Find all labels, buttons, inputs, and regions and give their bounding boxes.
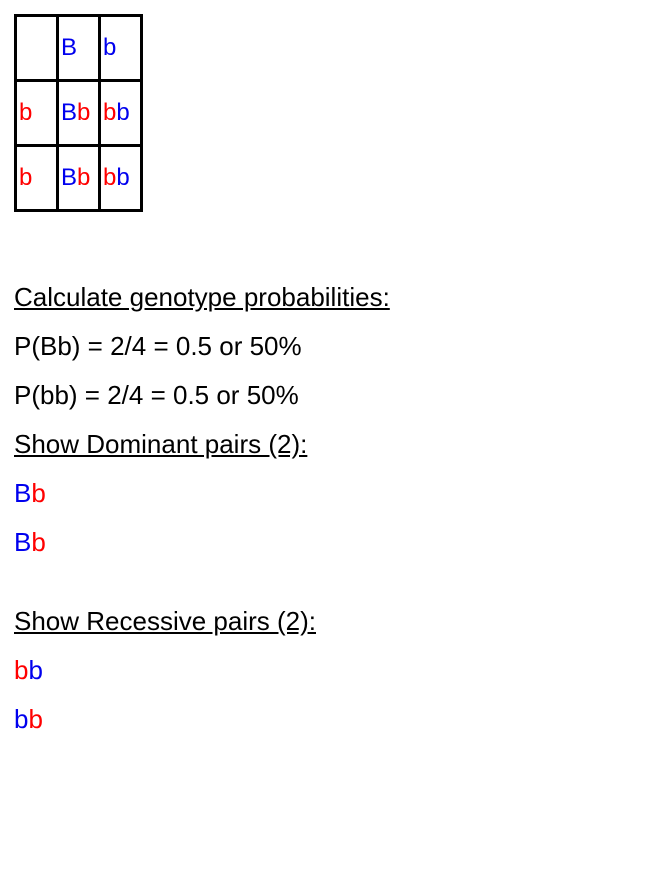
allele: b	[28, 704, 42, 734]
allele: b	[116, 164, 129, 191]
allele: b	[77, 99, 90, 126]
allele: b	[19, 99, 32, 126]
probability-line: P(Bb) = 2/4 = 0.5 or 50%	[14, 331, 632, 362]
recessive-pair: bb	[14, 704, 632, 735]
dominant-pair: Bb	[14, 478, 632, 509]
allele: B	[61, 164, 77, 191]
punnett-cell-1-0: Bb	[58, 146, 100, 211]
allele: b	[14, 704, 28, 734]
punnett-col-header-0: B	[58, 16, 100, 81]
allele: B	[61, 34, 77, 61]
allele: b	[14, 655, 28, 685]
allele: b	[116, 99, 129, 126]
punnett-corner	[16, 16, 58, 81]
allele: b	[28, 655, 42, 685]
allele: b	[19, 164, 32, 191]
punnett-row-header-0: b	[16, 81, 58, 146]
allele: B	[61, 99, 77, 126]
allele: b	[103, 99, 116, 126]
punnett-cell-0-0: Bb	[58, 81, 100, 146]
allele: B	[14, 478, 31, 508]
allele: B	[14, 527, 31, 557]
allele: b	[103, 164, 116, 191]
recessive-heading: Show Recessive pairs (2):	[14, 606, 632, 637]
punnett-cell-0-1: bb	[100, 81, 142, 146]
punnett-cell-1-1: bb	[100, 146, 142, 211]
allele: b	[31, 478, 45, 508]
punnett-square: B b b Bb bb b Bb bb	[14, 14, 143, 212]
probabilities-heading: Calculate genotype probabilities:	[14, 282, 632, 313]
punnett-col-header-1: b	[100, 16, 142, 81]
dominant-heading: Show Dominant pairs (2):	[14, 429, 632, 460]
allele: b	[31, 527, 45, 557]
punnett-row-header-1: b	[16, 146, 58, 211]
recessive-pair: bb	[14, 655, 632, 686]
allele: b	[103, 34, 116, 61]
probability-line: P(bb) = 2/4 = 0.5 or 50%	[14, 380, 632, 411]
dominant-pair: Bb	[14, 527, 632, 558]
allele: b	[77, 164, 90, 191]
